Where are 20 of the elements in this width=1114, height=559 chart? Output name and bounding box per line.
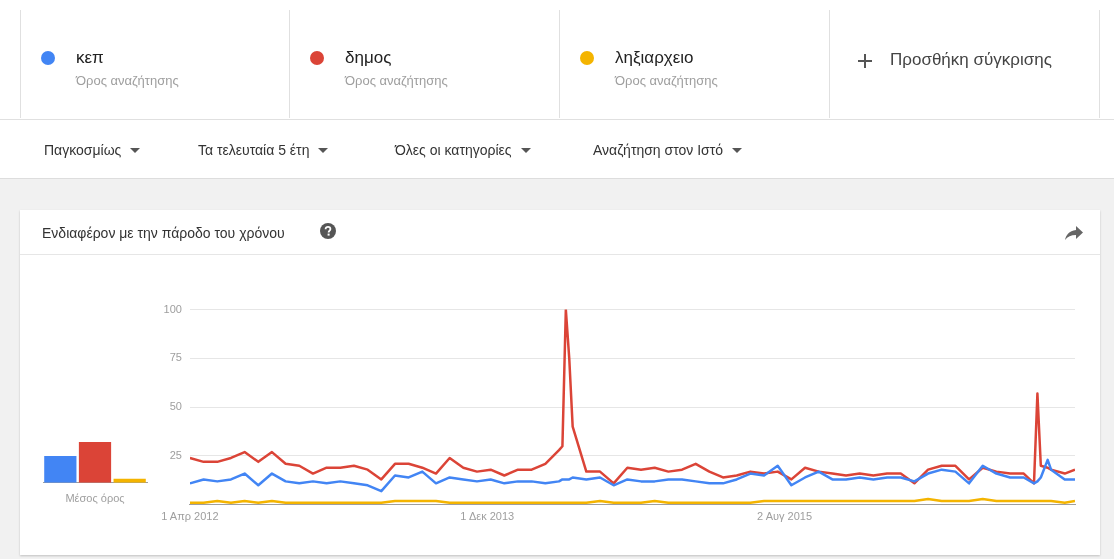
legend-label: ληξιαρχειο (615, 48, 694, 68)
text: Όρος αναζήτησης (76, 73, 179, 88)
text: Όρος αναζήτησης (345, 73, 448, 88)
x-axis-title: Μέσος όρος (65, 492, 125, 505)
text: Προσθήκη σύγκρισης (890, 50, 1052, 70)
text: Όρος αναζήτησης (615, 73, 718, 88)
x-tick-label: 1 Απρ 2012 (161, 510, 219, 523)
y-tick-label: 100 (163, 302, 182, 315)
y-tick-label: 75 (169, 351, 182, 364)
x-tick-label: 1 Δεκ 2013 (460, 510, 515, 523)
text: Παγκοσμίως (44, 142, 122, 158)
y-tick-label: 50 (169, 400, 182, 413)
legend-label: κεπ (76, 48, 104, 68)
chart-title: Ενδιαφέρον με την πάροδο του χρόνου (42, 225, 285, 241)
y-tick-label: 25 (169, 449, 182, 462)
x-tick-label: 2 Αυγ 2015 (757, 510, 813, 523)
text: Τα τελευταία 5 έτη (198, 142, 310, 158)
text: Όλες οι κατηγορίες (395, 142, 512, 158)
legend-label: δημος (345, 48, 392, 68)
text: Αναζήτηση στον Ιστό (593, 142, 724, 158)
